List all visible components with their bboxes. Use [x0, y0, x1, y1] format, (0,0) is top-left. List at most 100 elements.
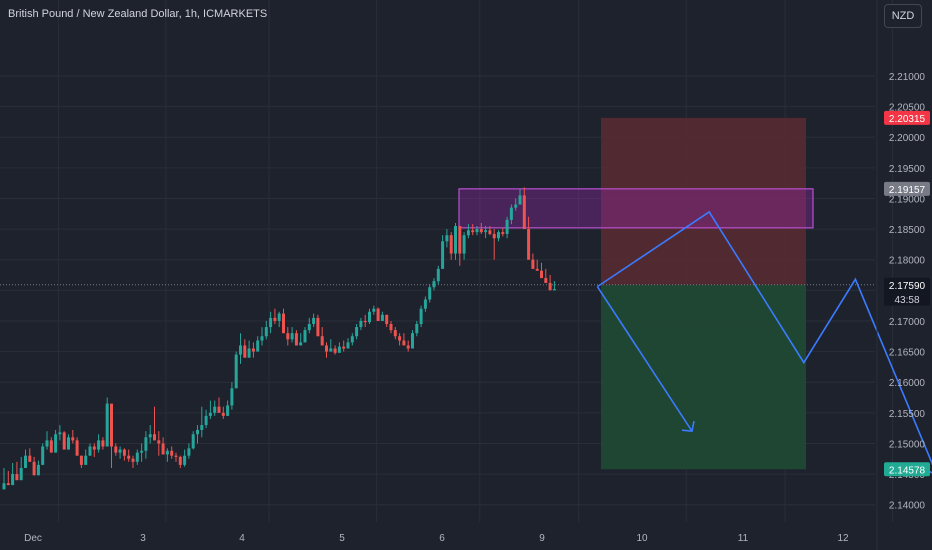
candle-body [454, 226, 457, 254]
candle-body [122, 449, 126, 456]
candle-body [535, 268, 539, 271]
candle-body [24, 455, 27, 468]
candle-body [234, 354, 238, 389]
y-tick-label: 2.15500 [889, 409, 926, 420]
candle-body [320, 336, 324, 346]
candle-body [307, 324, 311, 331]
candle-body [441, 241, 445, 269]
candle-body [144, 437, 148, 451]
candle-body [127, 455, 131, 459]
candle-body [501, 232, 505, 234]
candle-body [376, 308, 380, 321]
candle-body [475, 229, 479, 233]
candle-body [548, 282, 552, 291]
candle-body [251, 348, 255, 352]
supply-zone-box[interactable] [458, 188, 814, 229]
y-tick-label: 2.16000 [889, 378, 926, 389]
candle-body [247, 348, 251, 358]
candle-body [385, 314, 389, 324]
price-label-box [884, 462, 930, 477]
candle-body [221, 412, 225, 416]
candle-body [299, 342, 303, 346]
candle-body [282, 313, 285, 334]
x-tick-label: 12 [837, 533, 849, 544]
candle-body [243, 345, 247, 358]
candle-body [269, 317, 273, 328]
candle-body [118, 449, 122, 453]
alt-projection-path[interactable] [596, 286, 693, 432]
candle-body [402, 340, 406, 346]
candle-body [363, 320, 367, 323]
candle-body [131, 458, 135, 462]
candle-body [71, 437, 75, 441]
candle-body [256, 340, 260, 352]
x-tick-label: 11 [738, 533, 749, 544]
candle-body [419, 308, 423, 324]
candle-body [226, 405, 230, 416]
candle-body [54, 434, 58, 453]
symbol-title: British Pound / New Zealand Dollar, 1h, … [8, 8, 268, 20]
y-tick-label: 2.21000 [889, 72, 926, 83]
candle-body [509, 207, 513, 220]
candle-body [79, 455, 83, 465]
candle-body [36, 464, 40, 476]
candle-body [101, 440, 105, 447]
candle-body [67, 437, 70, 450]
candle-body [19, 467, 23, 481]
bar-countdown: 43:58 [894, 295, 919, 306]
candle-body [355, 327, 359, 337]
y-tick-label: 2.19500 [889, 164, 926, 175]
candle-body [6, 483, 10, 486]
candle-body [140, 450, 144, 453]
candle-body [196, 429, 199, 435]
candle-body [522, 195, 526, 230]
candle-body [505, 219, 509, 234]
candle-body [45, 440, 49, 447]
price-label-box [884, 110, 930, 125]
candle-body [170, 450, 174, 456]
candle-body [264, 327, 268, 337]
candle-body [32, 461, 36, 476]
candle-body [359, 320, 363, 328]
candle-body [329, 348, 333, 352]
candle-body [174, 455, 178, 457]
currency-button[interactable]: NZD [884, 4, 922, 28]
candle-body [531, 259, 535, 269]
candle-body [316, 317, 320, 337]
y-tick-label: 2.18500 [889, 225, 926, 236]
y-tick-label: 2.19000 [889, 194, 926, 205]
candle-body [436, 268, 440, 282]
candle-body [110, 403, 113, 447]
price-label: 2.20315 [889, 114, 926, 125]
y-tick-label: 2.15000 [889, 439, 926, 450]
stop-loss-zone[interactable] [601, 117, 806, 285]
candle-body [372, 308, 376, 312]
candle-body [393, 330, 397, 337]
y-tick-label: 2.18000 [889, 256, 926, 267]
take-profit-zone[interactable] [601, 284, 806, 470]
price-label-box [884, 181, 930, 196]
candle-body [92, 446, 96, 450]
y-tick-label: 2.16500 [889, 348, 926, 359]
candle-body [312, 317, 316, 324]
candle-body [58, 432, 62, 435]
candle-body [62, 432, 66, 450]
candle-body [213, 406, 217, 413]
projection-path[interactable] [596, 210, 932, 475]
candle-body [187, 448, 191, 456]
candle-body [406, 345, 410, 349]
candle-body [204, 415, 208, 426]
candle-body [445, 235, 449, 242]
price-label: 2.14578 [889, 465, 926, 476]
candle-body [260, 336, 264, 341]
candle-body [97, 440, 101, 450]
x-tick-label: 6 [439, 533, 445, 544]
candle-body [492, 233, 496, 239]
candle-body [449, 235, 453, 254]
price-label-box [884, 277, 930, 306]
candle-body [458, 226, 462, 254]
x-tick-label: 4 [239, 533, 245, 544]
candle-body [462, 235, 466, 254]
